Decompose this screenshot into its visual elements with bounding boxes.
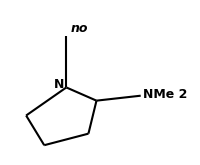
Text: no: no — [70, 22, 87, 35]
Text: NMe 2: NMe 2 — [142, 88, 186, 100]
Text: N: N — [54, 78, 64, 91]
